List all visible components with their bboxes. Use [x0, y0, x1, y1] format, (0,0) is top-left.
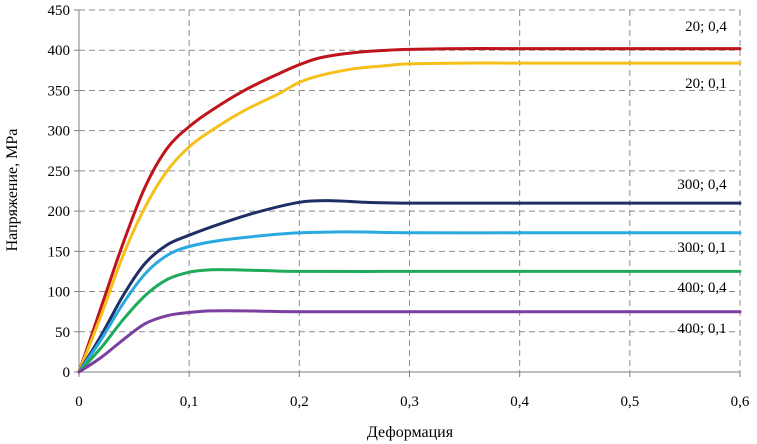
y-tick-label: 100 — [48, 285, 71, 301]
x-axis-title: Деформация — [367, 424, 454, 441]
y-tick-label: 0 — [63, 365, 71, 381]
series-line-3 — [77, 230, 742, 374]
series-line-5 — [77, 309, 742, 374]
series-label-3: 300; 0,1 — [677, 240, 726, 256]
x-tick-label: 0,4 — [510, 394, 529, 410]
y-tick-label: 250 — [48, 164, 71, 180]
tick-labels: 0 50 100 150 200 250 300 350 400 450 0 0,1 0,2 0,3 0,4… — [48, 3, 750, 410]
series-label-1: 20; 0,1 — [685, 76, 727, 92]
y-tick-label: 200 — [48, 204, 71, 220]
series-label-4: 400; 0,4 — [677, 280, 727, 296]
x-tick-label: 0,3 — [400, 394, 419, 410]
y-tick-label: 450 — [48, 3, 71, 19]
series-line-4 — [77, 268, 742, 374]
axes — [74, 9, 741, 377]
y-tick-label: 300 — [48, 124, 71, 140]
x-tick-label: 0,6 — [731, 394, 750, 410]
y-tick-label: 150 — [48, 244, 71, 260]
x-tick-label: 0 — [75, 394, 83, 410]
y-axis-title: Напряжение, MPa — [4, 129, 21, 252]
y-tick-label: 400 — [48, 43, 71, 59]
y-tick-label: 350 — [48, 83, 71, 99]
series-lines — [77, 47, 742, 374]
x-tick-label: 0,2 — [290, 394, 309, 410]
x-tick-label: 0,1 — [180, 394, 199, 410]
series-line-0 — [77, 47, 742, 374]
series-labels: 20; 0,4 20; 0,1 300; 0,4 300; 0,1 400; 0,4 40… — [677, 19, 727, 337]
x-tick-label: 0,5 — [620, 394, 639, 410]
series-line-2 — [77, 199, 742, 374]
series-label-0: 20; 0,4 — [685, 19, 727, 35]
series-line-1 — [77, 61, 742, 374]
y-tick-label: 50 — [55, 325, 70, 341]
series-label-5: 400; 0,1 — [677, 321, 726, 337]
series-label-2: 300; 0,4 — [677, 177, 727, 193]
